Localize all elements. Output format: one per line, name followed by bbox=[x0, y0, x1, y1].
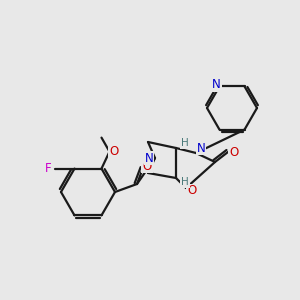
Text: O: O bbox=[230, 146, 238, 158]
Text: O: O bbox=[188, 184, 196, 197]
Text: H: H bbox=[181, 177, 189, 187]
Text: N: N bbox=[196, 142, 206, 154]
Text: H: H bbox=[181, 138, 189, 148]
Text: N: N bbox=[212, 78, 221, 91]
Text: O: O bbox=[142, 160, 152, 172]
Text: F: F bbox=[45, 162, 52, 175]
Text: N: N bbox=[145, 152, 153, 164]
Text: O: O bbox=[109, 145, 118, 158]
